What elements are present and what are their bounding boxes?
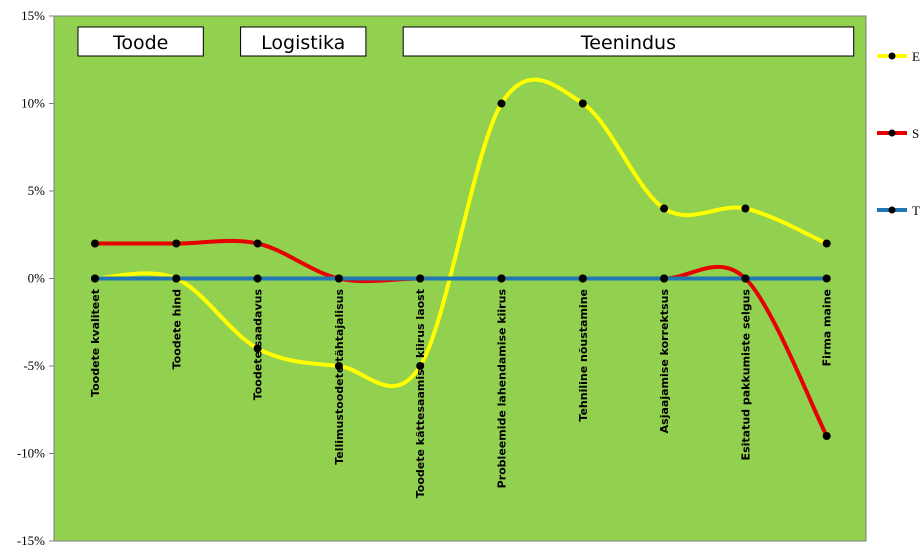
legend-label: E (912, 49, 920, 64)
x-tick-label: Toodete saadavus (252, 289, 265, 401)
y-tick-label: 0% (28, 271, 46, 286)
y-tick-label: -10% (17, 446, 45, 461)
data-point-E (822, 239, 831, 248)
y-tick-label: 5% (28, 183, 46, 198)
x-tick-label: Tellimustoodete tähtajalisus (333, 289, 346, 465)
data-point-E (578, 99, 587, 108)
data-point-T (334, 274, 343, 283)
category-group-box (77, 26, 204, 57)
data-point-E (416, 362, 425, 370)
legend-marker (888, 206, 896, 214)
x-tick-label: Toodete hind (170, 289, 183, 369)
legend: E S T (877, 49, 920, 218)
legend-label: S (912, 126, 919, 141)
x-tick-label: Asjaajamise korrektsus (658, 289, 671, 434)
legend-marker (888, 129, 896, 137)
data-point-T (497, 274, 506, 283)
category-group-box (240, 26, 367, 57)
data-point-S (91, 239, 99, 248)
x-tick-label: Firma maine (821, 289, 834, 366)
data-point-T (253, 274, 262, 283)
x-tick-label: Tehniline nõustamine (577, 289, 590, 422)
data-point-T (91, 274, 99, 283)
series-lines (91, 77, 831, 440)
legend-label: T (912, 203, 920, 218)
data-point-E (741, 204, 750, 213)
legend-marker (888, 52, 896, 60)
data-point-S (172, 239, 181, 248)
data-point-E (497, 99, 506, 108)
x-tick-label: Toodete kvaliteet (89, 289, 102, 397)
data-point-T (660, 274, 669, 283)
y-tick-label: 15% (21, 8, 45, 23)
x-tick-label: Probleemide lahendamise kiirus (496, 289, 509, 489)
x-tick-label: Esitatud pakkumiste selgus (739, 289, 752, 461)
y-tick-label: 10% (21, 96, 45, 111)
x-tick-label: Toodete kättesaamise kiirus laost (414, 289, 427, 498)
data-point-S (822, 432, 831, 440)
category-group-box (402, 26, 855, 57)
data-point-E (253, 344, 262, 353)
data-point-T (741, 274, 750, 283)
data-point-T (578, 274, 587, 283)
x-axis-labels: Toodete kvaliteet Toodete hind Toodete saa… (89, 289, 834, 499)
category-groups: Toode Logistika Teenindus (77, 26, 855, 57)
data-point-E (660, 204, 669, 213)
series-line-E (93, 77, 829, 389)
data-point-E (334, 362, 343, 370)
category-group-label: Teenindus (580, 32, 676, 54)
data-point-S (253, 239, 262, 248)
y-axis: 15% 10% 5% 0% -5% -10% -15% (17, 8, 55, 548)
category-group-label: Toode (112, 32, 168, 54)
category-group-label: Logistika (261, 32, 345, 54)
y-tick-label: -15% (17, 533, 45, 548)
y-tick-label: -5% (23, 358, 45, 373)
data-point-T (822, 274, 831, 283)
data-point-T (172, 274, 181, 283)
data-point-T (416, 274, 425, 283)
